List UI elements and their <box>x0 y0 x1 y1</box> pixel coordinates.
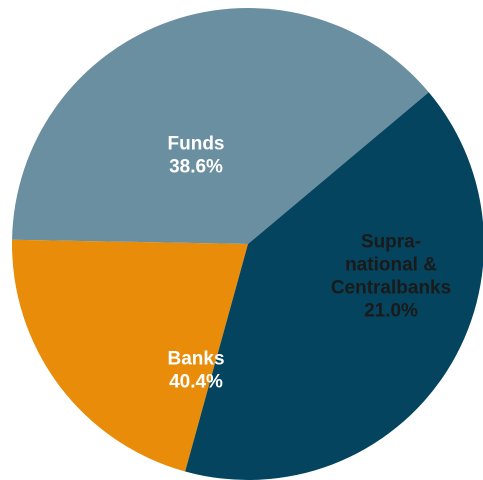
data-label-supranational-centralbanks: Supra-national & Centralbanks 21.0% <box>331 232 451 322</box>
pie-slice-supranational-centralbanks <box>12 239 248 472</box>
data-label-name: Centralbanks <box>331 278 451 299</box>
pie-slice-funds <box>12 7 429 244</box>
data-label-banks: Banks 40.4% <box>167 349 224 393</box>
data-label-value: 21.0% <box>364 301 418 322</box>
data-label-name: Banks <box>167 349 224 370</box>
pie-slice-banks <box>185 92 483 480</box>
data-label-name: national & <box>345 255 437 276</box>
data-label-funds: Funds 38.6% <box>168 134 225 178</box>
data-label-name: Funds <box>168 134 225 155</box>
data-label-value: 38.6% <box>169 157 223 178</box>
data-label-value: 40.4% <box>169 372 223 393</box>
data-label-name: Supra- <box>361 232 421 253</box>
